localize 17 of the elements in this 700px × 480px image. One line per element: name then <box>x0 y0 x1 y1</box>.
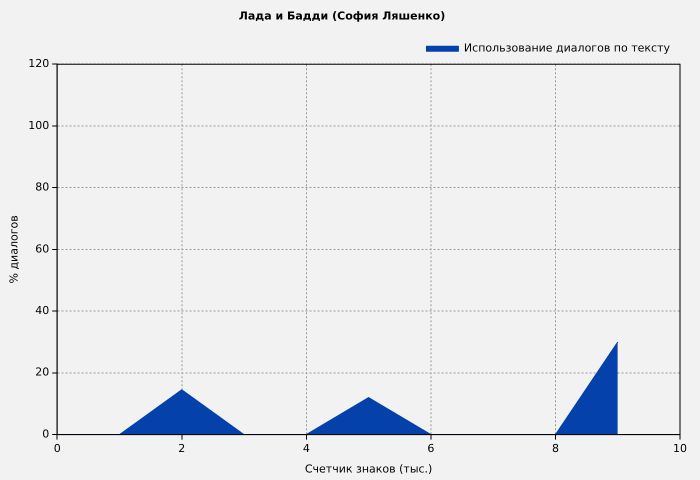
y-tick-label: 20 <box>35 366 50 379</box>
y-axis-title: % диалогов <box>7 215 20 284</box>
y-tick-label: 40 <box>35 304 50 317</box>
y-tick-label: 0 <box>42 427 50 440</box>
y-tick-label: 80 <box>35 180 50 194</box>
x-tick-label: 6 <box>427 442 434 456</box>
x-tick-label: 4 <box>302 442 310 456</box>
y-tick-label: 100 <box>28 118 50 132</box>
x-tick-label: 8 <box>552 442 559 456</box>
chart-title: Лада и Бадди (София Ляшенко) <box>238 9 446 22</box>
x-tick-label: 10 <box>673 442 687 456</box>
x-axis-title: Счетчик знаков (тыс.) <box>304 462 432 476</box>
legend-label: Использование диалогов по тексту <box>464 42 670 55</box>
x-tick-label: 0 <box>54 442 61 456</box>
x-tick-label: 2 <box>178 442 186 456</box>
y-tick-label: 120 <box>28 57 50 70</box>
y-tick-label: 60 <box>35 242 50 256</box>
